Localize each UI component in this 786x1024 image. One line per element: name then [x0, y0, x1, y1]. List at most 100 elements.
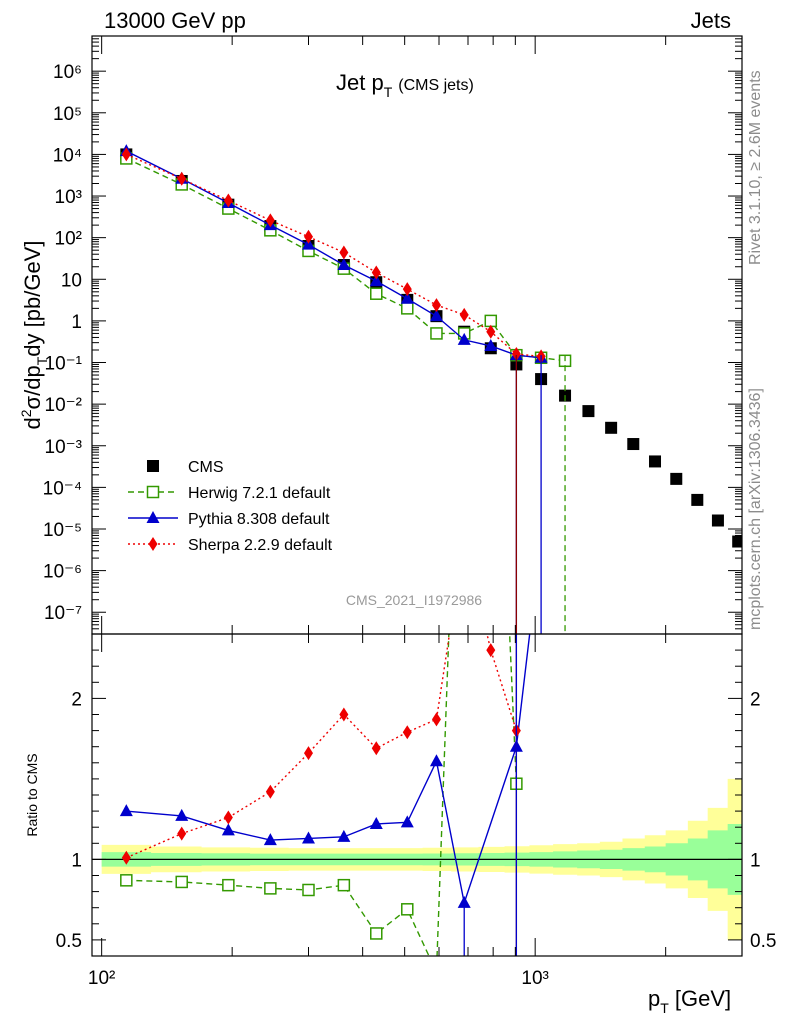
ratio-point-herwig: [302, 883, 315, 897]
point-sherpa: [486, 324, 496, 339]
y-tick-label: 10⁻⁶: [43, 562, 82, 583]
y-tick-label: 10³: [55, 187, 82, 208]
point-sherpa: [459, 307, 469, 322]
legend-marker: [146, 485, 160, 499]
ratio-point-herwig: [120, 874, 133, 887]
point-herwig: [370, 287, 383, 300]
y-tick-label: 10⁶: [53, 62, 82, 83]
header-right: Jets: [691, 8, 731, 33]
point-sherpa: [511, 347, 521, 362]
ratio-point-pythia: [301, 831, 315, 844]
ratio-y-tick-label-right: 2: [750, 689, 761, 710]
ratio-uncertainty-band: [92, 778, 742, 940]
legend-item-cms: CMS: [147, 459, 224, 476]
point-pythia: [429, 309, 443, 322]
series-sherpa: [121, 147, 546, 364]
ratio-y-tick-label-right: 0.5: [750, 931, 776, 952]
ratio-point-herwig: [337, 878, 351, 892]
legend-marker: [148, 537, 158, 551]
analysis-watermark: CMS_2021_I1972986: [346, 592, 482, 608]
point-cms: [582, 405, 595, 418]
ratio-point-pythia: [400, 815, 414, 828]
point-pythia: [400, 291, 414, 304]
y-tick-label: 10⁻²: [45, 395, 83, 416]
ratio-point-sherpa: [303, 746, 313, 761]
ratio-series-sherpa: [121, 634, 521, 865]
point-sherpa: [177, 171, 187, 186]
main-plot: [119, 144, 742, 634]
ratio-point-herwig: [222, 878, 235, 892]
header-left: 13000 GeV pp: [104, 8, 246, 33]
ratio-point-pythia: [457, 895, 471, 908]
point-pythia: [337, 258, 351, 271]
y-tick-label: 10⁵: [53, 104, 82, 125]
y-tick-label: 1: [71, 312, 82, 333]
y-tick-label: 10⁻³: [45, 437, 83, 458]
point-sherpa: [402, 282, 412, 297]
y-tick-label: 10: [61, 270, 82, 291]
point-cms: [627, 438, 640, 451]
legend-item-herwig: Herwig 7.2.1 default: [128, 485, 331, 502]
point-sherpa: [431, 298, 441, 313]
legend-label: Sherpa 2.2.9 default: [188, 537, 333, 554]
ratio-point-pythia: [263, 833, 277, 846]
x-tick-label: 10²: [88, 968, 115, 989]
ratio-line-sherpa: [126, 634, 518, 859]
y-tick-label: 10⁻⁵: [43, 520, 82, 541]
point-herwig: [430, 327, 443, 340]
rivet-version-label: Rivet 3.1.10, ≥ 2.6M events: [747, 70, 764, 265]
point-sherpa: [121, 147, 131, 162]
ratio-point-sherpa: [223, 810, 233, 825]
ratio-point-pythia: [221, 823, 235, 836]
point-pythia: [484, 338, 498, 351]
x-tick-label: 10³: [521, 968, 548, 989]
legend-marker: [147, 460, 159, 472]
legend-label: Herwig 7.2.1 default: [188, 485, 331, 502]
legend-marker: [146, 511, 160, 523]
x-axis-label: pT [GeV]: [648, 986, 731, 1016]
ratio-point-herwig: [264, 882, 277, 895]
main-y-axis-label: d2σ/dpTdy [pb/GeV]: [18, 241, 50, 430]
point-cms: [711, 514, 724, 527]
ratio-point-sherpa: [402, 725, 412, 740]
point-cms: [649, 455, 662, 468]
ratio-point-sherpa: [177, 826, 187, 841]
ratio-point-pythia: [369, 816, 383, 829]
ratio-point-herwig: [401, 903, 414, 916]
svg-text:pT [GeV]: pT [GeV]: [648, 986, 731, 1016]
y-tick-label: 10²: [55, 229, 82, 250]
ratio-y-axis-label: Ratio to CMS: [24, 753, 40, 836]
ratio-plot: [119, 634, 531, 956]
legend-item-pythia: Pythia 8.308 default: [128, 511, 330, 528]
ratio-point-pythia: [337, 829, 351, 842]
svg-text:d2σ/dpTdy [pb/GeV]: d2σ/dpTdy [pb/GeV]: [18, 241, 50, 430]
y-tick-label: 10⁻⁴: [43, 478, 82, 499]
ratio-point-pythia: [429, 754, 443, 767]
mcplots-label: mcplots.cern.ch [arXiv:1306.3436]: [747, 388, 764, 630]
point-sherpa: [265, 213, 275, 228]
ratio-point-herwig: [175, 875, 188, 889]
ratio-frame: [91, 633, 743, 957]
ratio-point-sherpa: [371, 741, 381, 756]
point-cms: [670, 472, 683, 485]
ratio-point-pythia: [175, 808, 189, 821]
legend-label: Pythia 8.308 default: [188, 511, 330, 528]
ratio-point-sherpa: [265, 784, 275, 799]
point-sherpa: [339, 245, 349, 260]
ratio-point-sherpa: [339, 707, 349, 722]
main-plot-title: Jet pT (CMS jets): [336, 70, 474, 100]
ratio-line-pythia: [126, 634, 531, 906]
ratio-y-tick-label: 1: [71, 850, 82, 871]
y-tick-label: 10⁻⁷: [44, 603, 82, 624]
point-sherpa: [303, 229, 313, 244]
y-tick-label: 10⁻¹: [45, 354, 83, 375]
legend-item-sherpa: Sherpa 2.2.9 default: [128, 537, 333, 554]
ratio-point-herwig: [370, 927, 383, 940]
point-sherpa: [371, 265, 381, 280]
ratio-point-sherpa: [486, 643, 496, 658]
point-herwig: [401, 302, 414, 315]
point-cms: [605, 421, 618, 434]
point-pythia: [369, 274, 383, 287]
ratio-y-tick-label: 0.5: [56, 931, 82, 952]
